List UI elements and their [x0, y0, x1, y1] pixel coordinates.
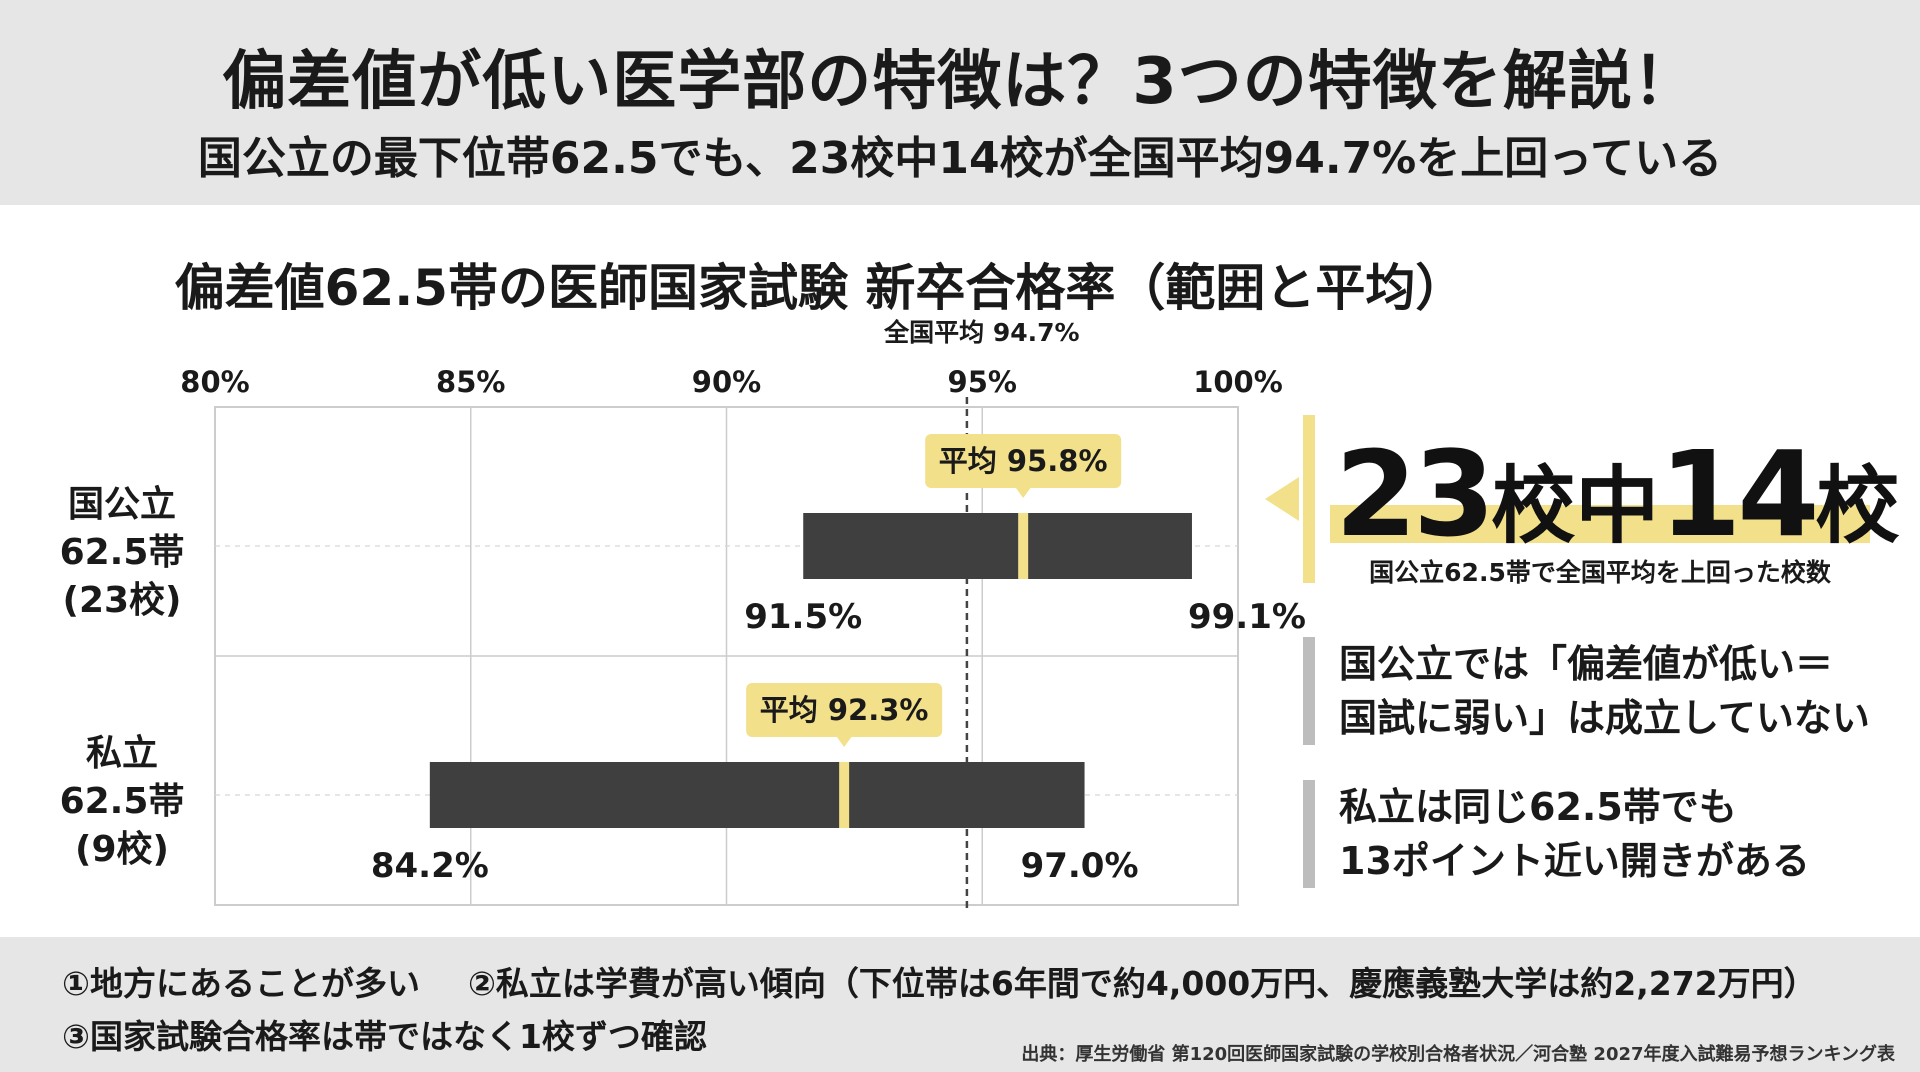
stat-count: 14	[1659, 425, 1819, 563]
range-chart: 80% 85% 90% 95% 100% 全国平均 94.7% 国公立 62.5帯 (23校…	[60, 318, 1306, 910]
note-2-line-1: 私立は同じ62.5帯でも	[1339, 785, 1737, 829]
source-citation: 出典：厚生労働省 第120回医師国家試験の学校別合格者状況／河合塾 2027年度…	[1021, 1044, 1895, 1065]
feature-3: ③国家試験合格率は帯ではなく1校ずつ確認	[62, 1017, 707, 1056]
series-row: 国公立 62.5帯 (23校) 平均 95.8% 91.5% 99.1%	[60, 434, 1306, 637]
page-subtitle: 国公立の最下位帯62.5でも、23校中14校が全国平均94.7%を上回っている	[197, 133, 1723, 184]
note-1-line-1: 国公立では「偏差値が低い＝	[1339, 642, 1834, 686]
reference-line-label: 全国平均 94.7%	[883, 318, 1079, 347]
category-label: (23校)	[62, 580, 181, 621]
stat-total: 23	[1335, 425, 1495, 563]
x-tick-label: 85%	[436, 365, 505, 399]
chart-title: 偏差値62.5帯の医師国家試験 新卒合格率（範囲と平均）	[174, 259, 1466, 317]
mean-badge-pointer	[836, 736, 853, 747]
category-label: 62.5帯	[60, 781, 185, 822]
feature-2: ②私立は学費が高い傾向（下位帯は6年間で約4,000万円、慶應義塾大学は約2,2…	[467, 964, 1817, 1003]
min-value-label: 84.2%	[371, 846, 489, 886]
stat-caption: 国公立62.5帯で全国平均を上回った校数	[1369, 558, 1831, 587]
mean-marker	[839, 762, 850, 828]
category-label: 私立	[86, 733, 158, 774]
range-bar	[803, 513, 1192, 579]
note-accent-bar	[1303, 780, 1315, 888]
stat-word-1: 校中	[1491, 457, 1660, 555]
category-label: 62.5帯	[60, 532, 185, 573]
note-2-line-2: 13ポイント近い開きがある	[1339, 839, 1810, 883]
max-value-label: 97.0%	[1021, 846, 1139, 886]
stat-word-2: 校	[1815, 457, 1900, 555]
chart-grid	[214, 406, 1239, 906]
big-stat: 23校中14校	[1335, 425, 1899, 563]
note-1-line-2: 国試に弱い」は成立していない	[1339, 696, 1870, 740]
stat-highlight	[1330, 505, 1870, 543]
mean-label: 平均 92.3%	[760, 693, 929, 727]
header: 偏差値が低い医学部の特徴は？3つの特徴を解説！ 国公立の最下位帯62.5でも、2…	[0, 0, 1920, 205]
mean-marker	[1018, 513, 1029, 579]
x-tick-label: 90%	[692, 365, 761, 399]
callout-accent-bar	[1303, 415, 1315, 583]
x-tick-label: 80%	[180, 365, 249, 399]
min-value-label: 91.5%	[744, 597, 862, 637]
footer-line-1: ①地方にあることが多い ②私立は学費が高い傾向（下位帯は6年間で約4,000万円、…	[62, 957, 1865, 1005]
summary-panel: 23校中14校 国公立62.5帯で全国平均を上回った校数 国公立では「偏差値が低…	[1265, 415, 1905, 895]
x-tick-label: 100%	[1193, 365, 1283, 399]
x-axis-ticks: 80% 85% 90% 95% 100%	[180, 365, 1283, 399]
note-2: 私立は同じ62.5帯でも 13ポイント近い開きがある	[1303, 780, 1903, 888]
category-label: (9校)	[75, 829, 169, 870]
range-bar	[429, 762, 1085, 828]
feature-1: ①地方にあることが多い	[62, 964, 420, 1003]
series-group: 国公立 62.5帯 (23校) 平均 95.8% 91.5% 99.1% 私立 62.5帯 (9…	[60, 434, 1306, 886]
callout-arrow-icon	[1265, 477, 1299, 521]
reference-line-group: 全国平均 94.7%	[883, 318, 1080, 910]
mean-badge	[746, 683, 943, 737]
x-tick-label: 95%	[948, 365, 1017, 399]
note-1: 国公立では「偏差値が低い＝ 国試に弱い」は成立していない	[1303, 637, 1903, 745]
note-accent-bar	[1303, 637, 1315, 745]
mean-badge	[925, 434, 1122, 488]
mean-badge-pointer	[1015, 487, 1032, 498]
series-row: 私立 62.5帯 (9校) 平均 92.3% 84.2% 97.0%	[60, 683, 1238, 886]
category-label: 国公立	[68, 484, 176, 525]
page-title: 偏差値が低い医学部の特徴は？3つの特徴を解説！	[222, 45, 1698, 119]
max-value-label: 99.1%	[1188, 597, 1306, 637]
footer: ①地方にあることが多い ②私立は学費が高い傾向（下位帯は6年間で約4,000万円、…	[0, 937, 1920, 1072]
mean-label: 平均 95.8%	[939, 444, 1108, 478]
